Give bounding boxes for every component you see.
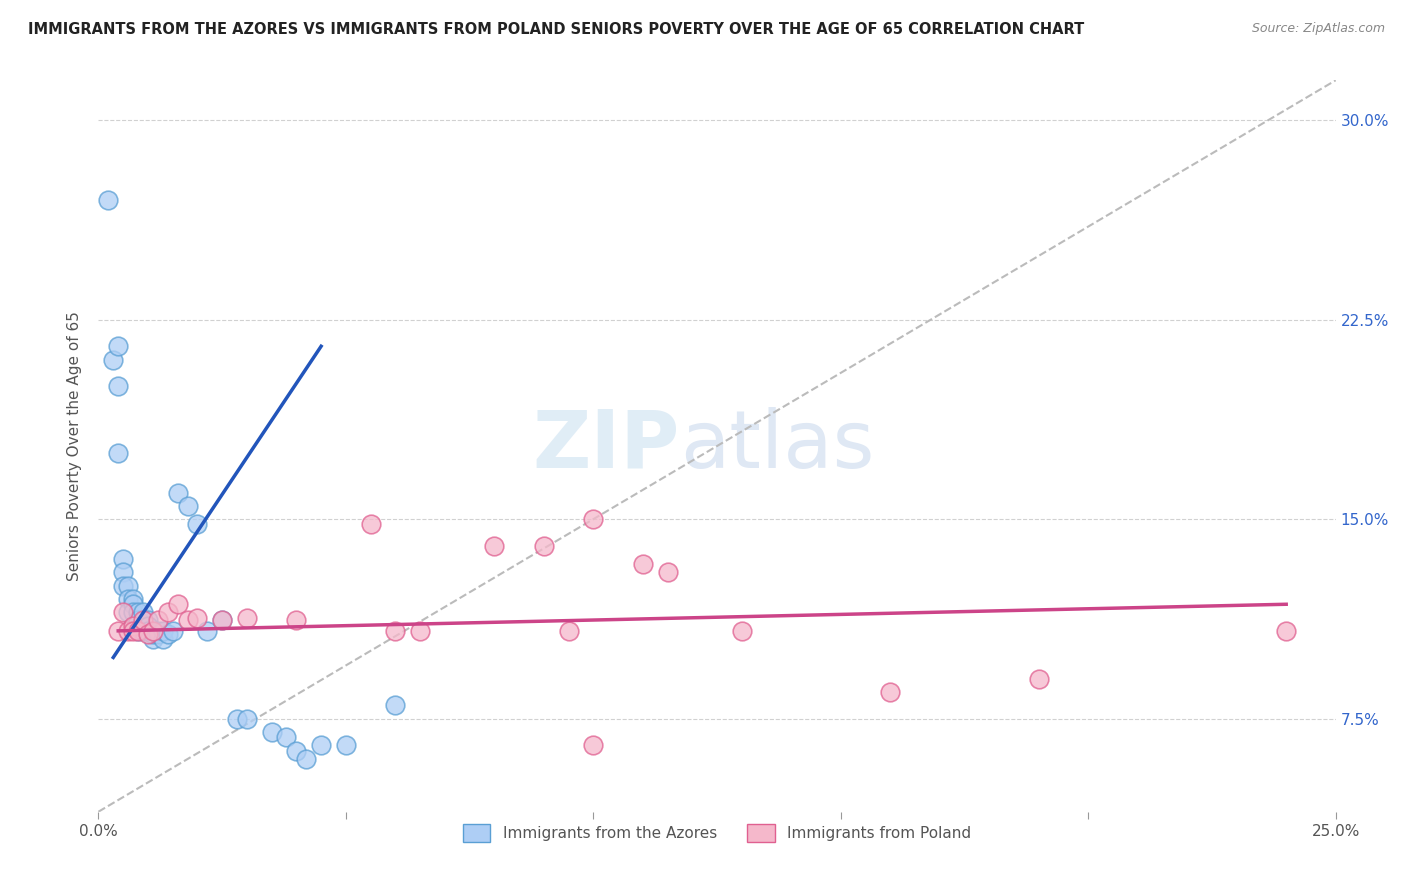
Point [127,624,149,638]
Point [156,626,179,640]
Point [186,517,208,532]
Point [127,605,149,619]
Point [260,725,283,739]
Point [162,624,184,638]
Point [122,605,145,619]
Point [112,552,135,566]
Point [582,738,605,752]
Point [166,597,188,611]
Point [156,605,179,619]
Point [631,558,654,572]
Point [107,445,129,459]
Legend: Immigrants from the Azores, Immigrants from Poland: Immigrants from the Azores, Immigrants f… [457,818,977,848]
Text: ZIP: ZIP [533,407,681,485]
Point [122,591,145,606]
Point [657,566,679,580]
Point [409,624,432,638]
Text: Source: ZipAtlas.com: Source: ZipAtlas.com [1251,22,1385,36]
Point [236,610,259,624]
Y-axis label: Seniors Poverty Over the Age of 65: Seniors Poverty Over the Age of 65 [67,311,83,581]
Point [195,624,218,638]
Point [97,193,120,207]
Point [117,591,139,606]
Point [112,579,135,593]
Point [236,712,259,726]
Point [166,485,188,500]
Point [122,618,145,632]
Point [146,624,169,638]
Point [1275,624,1298,638]
Point [146,626,169,640]
Point [142,632,165,646]
Point [731,624,754,638]
Point [122,597,145,611]
Point [176,499,198,513]
Point [136,624,159,638]
Point [132,613,155,627]
Point [103,352,125,367]
Point [211,613,233,627]
Point [112,566,135,580]
Point [146,613,169,627]
Point [142,626,165,640]
Point [335,738,357,752]
Point [107,624,129,638]
Point [285,613,308,627]
Point [132,624,155,638]
Point [142,624,165,638]
Point [360,517,382,532]
Point [107,339,129,353]
Point [127,624,149,638]
Point [107,379,129,393]
Point [127,613,149,627]
Point [112,605,135,619]
Point [276,731,298,745]
Point [117,605,139,619]
Point [582,512,605,526]
Point [136,613,159,627]
Point [879,685,901,699]
Point [309,738,332,752]
Point [384,698,406,713]
Point [533,539,555,553]
Point [295,751,318,765]
Text: IMMIGRANTS FROM THE AZORES VS IMMIGRANTS FROM POLAND SENIORS POVERTY OVER THE AG: IMMIGRANTS FROM THE AZORES VS IMMIGRANTS… [28,22,1084,37]
Point [117,579,139,593]
Point [152,632,174,646]
Point [122,624,145,638]
Point [484,539,506,553]
Point [1028,672,1050,686]
Point [122,618,145,632]
Text: atlas: atlas [681,407,875,485]
Point [136,626,159,640]
Point [211,613,233,627]
Point [132,605,155,619]
Point [285,743,308,757]
Point [136,618,159,632]
Point [176,613,198,627]
Point [226,712,249,726]
Point [186,610,208,624]
Point [117,624,139,638]
Point [152,624,174,638]
Point [557,624,579,638]
Point [384,624,406,638]
